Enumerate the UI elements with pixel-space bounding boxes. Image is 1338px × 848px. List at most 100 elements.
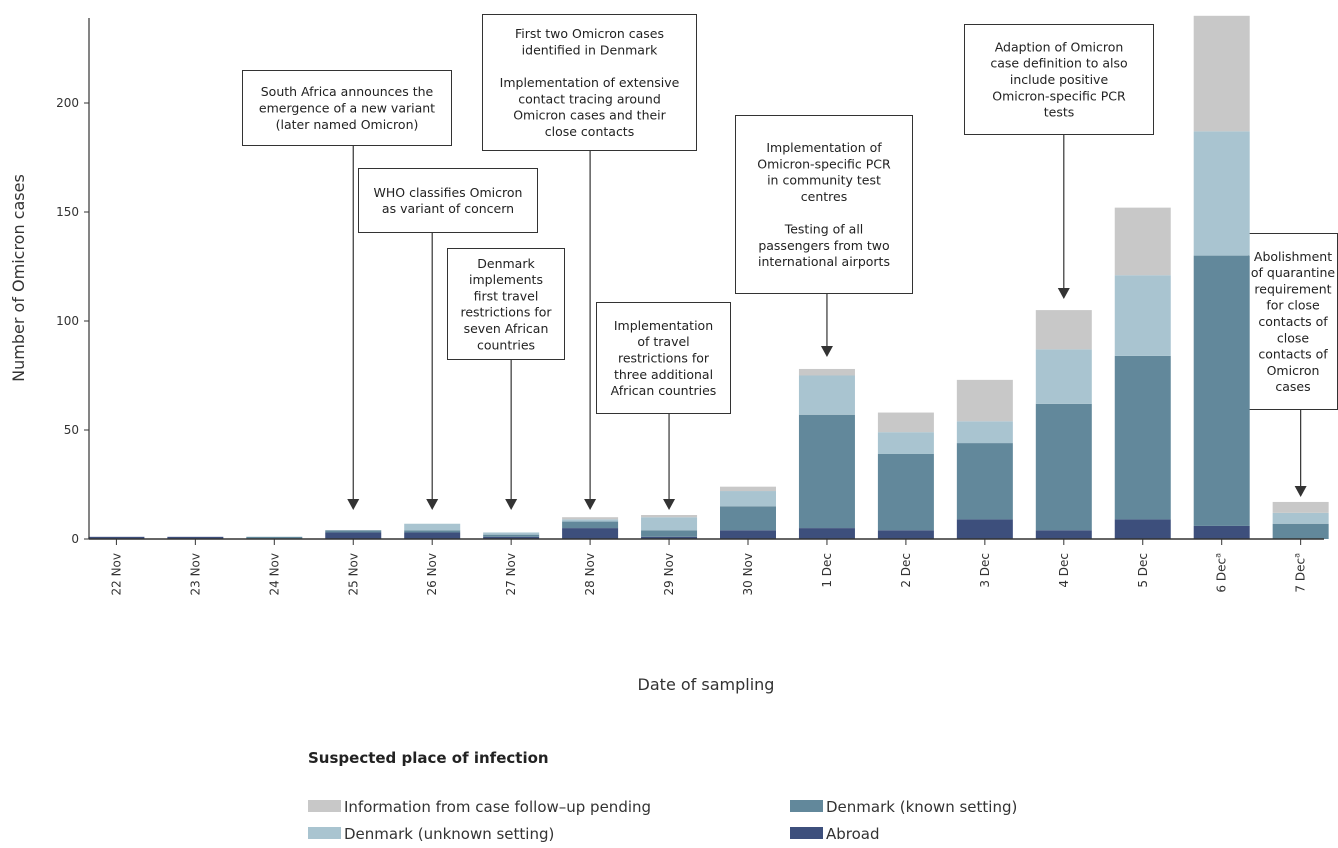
bar-segment: [88, 536, 145, 539]
annotation-text: passengers from two: [758, 238, 889, 253]
bar-segment: [483, 532, 540, 535]
x-tick-label: 1 Dec: [820, 553, 834, 588]
annotation-arrowhead: [426, 499, 439, 510]
annotation-box: [964, 24, 1154, 135]
bar-segment: [1193, 255, 1250, 526]
bar-segment: [1272, 523, 1329, 539]
legend-label: Information from case follow–up pending: [344, 798, 651, 816]
y-tick-label: 0: [71, 532, 79, 546]
x-tick-label: 26 Nov: [425, 553, 439, 596]
x-tick-label: 6 Deca: [1214, 553, 1229, 593]
annotation-arrowhead: [663, 499, 676, 510]
annotation-text: of quarantine: [1251, 265, 1336, 280]
annotation-text: First two Omicron cases: [515, 26, 664, 41]
legend-swatch: [308, 800, 341, 812]
annotation-text: (later named Omicron): [276, 117, 419, 132]
bar-segment: [1035, 310, 1092, 350]
x-tick-label: 25 Nov: [346, 553, 360, 596]
bar-segment: [1193, 525, 1250, 539]
bar-segment: [404, 532, 461, 539]
legend-title: Suspected place of infection: [308, 749, 549, 767]
annotation-text: Omicron-specific PCR: [757, 156, 891, 171]
annotation: South Africa announces the emergence of a…: [242, 70, 452, 510]
x-tick-label: 2 Dec: [899, 553, 913, 588]
legend-label: Abroad: [826, 825, 880, 843]
x-tick-label: 24 Nov: [267, 553, 281, 596]
annotation-text: first travel: [474, 288, 539, 303]
x-tick-label: 4 Dec: [1057, 553, 1071, 588]
x-axis-title: Date of sampling: [638, 675, 775, 694]
legend-label: Denmark (unknown setting): [344, 825, 554, 843]
annotation-arrowhead: [820, 346, 833, 357]
annotation-arrowhead: [505, 499, 518, 510]
bar-segment: [167, 536, 224, 539]
x-tick-label: 3 Dec: [978, 553, 992, 588]
annotation-box: [242, 70, 452, 146]
bar-segment: [562, 521, 619, 529]
bar-segment: [562, 528, 619, 539]
legend-swatch: [790, 800, 823, 812]
annotation-text: Abolishment: [1254, 249, 1332, 264]
bar-segment: [483, 536, 540, 539]
bar-segment: [877, 432, 934, 454]
bar-segment: [641, 515, 698, 518]
annotation-arrowhead: [1057, 288, 1070, 299]
annotation-text: contact tracing around: [518, 91, 661, 106]
x-tick-label: 28 Nov: [583, 553, 597, 596]
annotation-text: identified in Denmark: [522, 42, 658, 57]
bar-segment: [483, 534, 540, 537]
bar-segment: [641, 536, 698, 539]
annotation-text: restrictions for: [460, 305, 552, 320]
bar-segment: [1114, 355, 1171, 520]
annotation-text: close contacts: [545, 124, 634, 139]
bar-segment: [720, 530, 776, 539]
bar-segment: [1035, 403, 1092, 531]
annotation-text: Implementation of extensive: [500, 75, 680, 90]
annotation-box: [447, 248, 565, 360]
bar-segment: [720, 506, 776, 531]
legend-label: Denmark (known setting): [826, 798, 1017, 816]
x-ticks: 22 Nov 23 Nov 24 Nov 25 Nov 26 Nov 27 Nov 28 N…: [109, 539, 1308, 596]
annotation-text: three additional: [614, 367, 713, 382]
annotation-arrowhead: [584, 499, 597, 510]
annotation-box: [596, 302, 731, 414]
x-tick-label: 22 Nov: [109, 553, 123, 596]
annotation-text: Omicron-specific PCR: [992, 88, 1126, 103]
annotation-text: Denmark: [477, 256, 535, 271]
bar-segment: [1272, 501, 1329, 513]
bar-segment: [641, 517, 698, 531]
bar-segment: [720, 486, 776, 492]
legend-item: Information from case follow–up pending: [308, 798, 651, 816]
bar-segment: [562, 519, 619, 522]
annotation-arrowhead: [1294, 486, 1307, 497]
annotation-text: WHO classifies Omicron: [374, 185, 523, 200]
legend: Suspected place of infection Information…: [308, 749, 1017, 843]
bar-segment: [1114, 519, 1171, 539]
x-tick-label: 30 Nov: [741, 553, 755, 596]
annotation-text: centres: [801, 189, 847, 204]
annotation-text: in community test: [767, 173, 881, 188]
legend-swatch: [790, 827, 823, 839]
bar-segment: [325, 532, 382, 539]
bar-segment: [877, 530, 934, 539]
annotation-text: include positive: [1010, 72, 1109, 87]
y-tick-label: 200: [56, 96, 79, 110]
annotation-text: African countries: [611, 383, 717, 398]
annotation: Adaption of Omicron case definition to al…: [964, 24, 1154, 299]
bar-segment: [1114, 207, 1171, 276]
annotation-text: contacts of: [1258, 347, 1328, 362]
bar-segment: [798, 414, 855, 529]
annotation-box: [358, 168, 538, 233]
annotation-box: [482, 14, 697, 151]
bar-segment: [1193, 131, 1250, 256]
bar-segment: [325, 530, 382, 533]
legend-item: Denmark (known setting): [790, 798, 1017, 816]
bar-segment: [1193, 15, 1250, 132]
legend-item: Denmark (unknown setting): [308, 825, 554, 843]
bar-segment: [641, 530, 698, 537]
annotation-text: Adaption of Omicron: [995, 39, 1124, 54]
bar-segment: [1114, 275, 1171, 356]
